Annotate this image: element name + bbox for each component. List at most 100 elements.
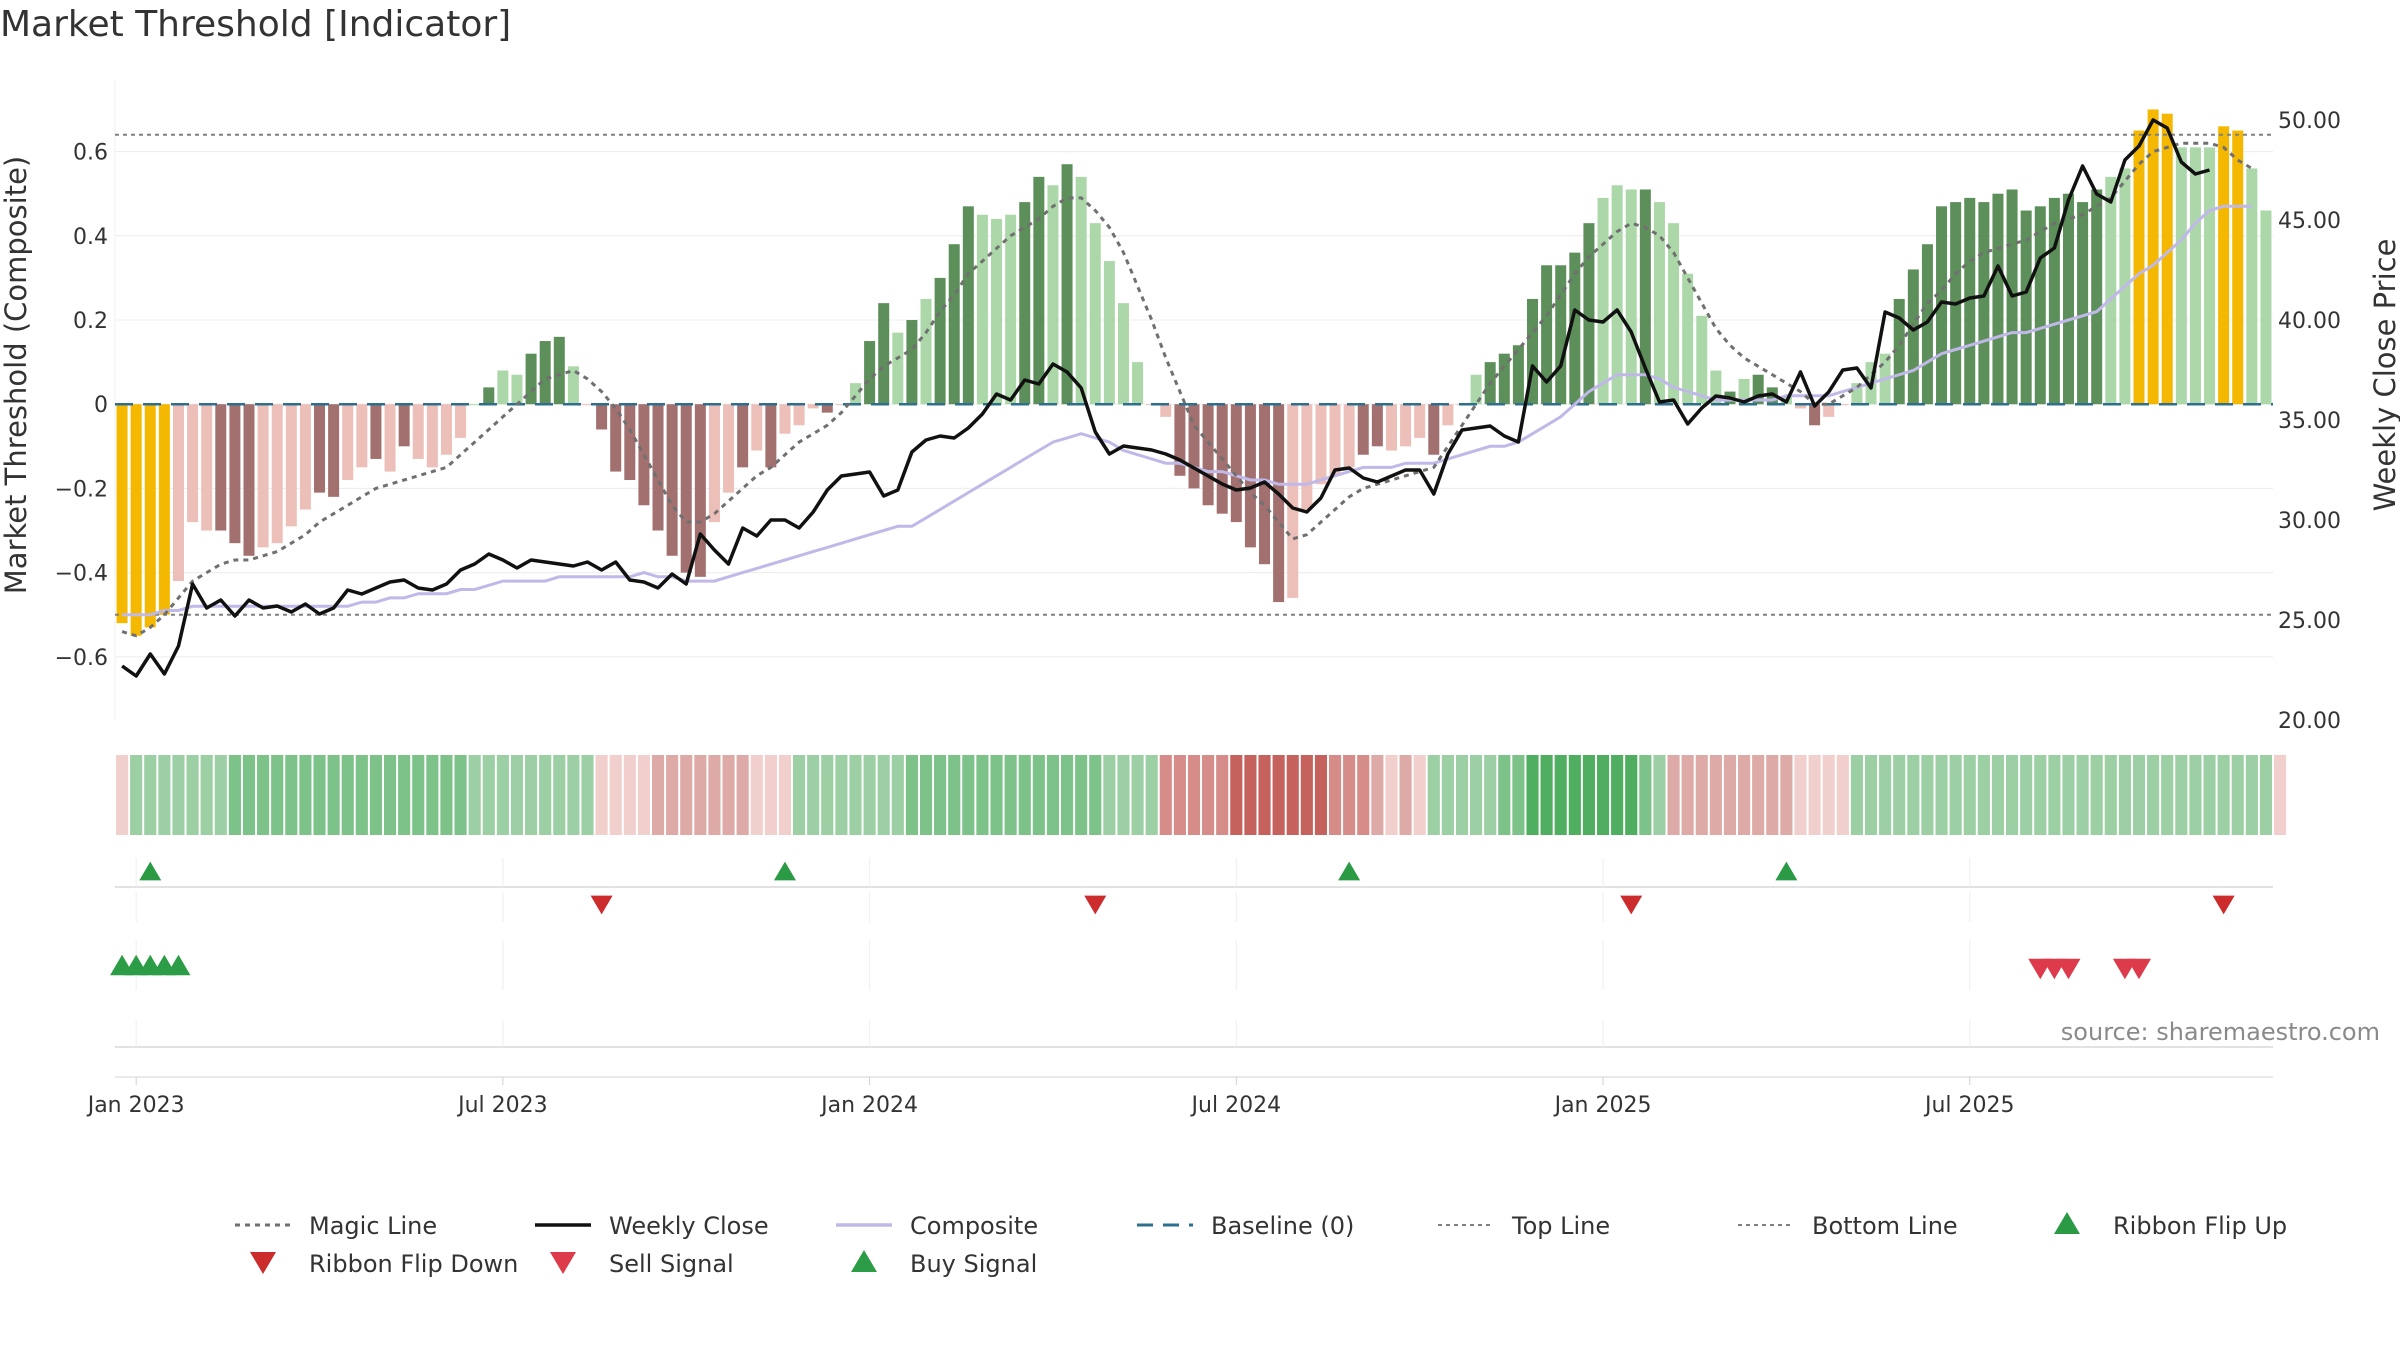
ribbon-cell (1173, 755, 1186, 835)
y-tick-left: −0.4 (55, 562, 108, 587)
composite-bar (1442, 404, 1454, 426)
composite-bar (1837, 404, 1849, 406)
composite-bar (314, 404, 326, 493)
y-tick-left: 0 (94, 393, 108, 418)
composite-bar (144, 404, 156, 628)
magic-line (121, 141, 2253, 638)
composite-bar (567, 366, 579, 405)
legend-label: Baseline (0) (1211, 1212, 1354, 1240)
composite-bar (666, 404, 678, 556)
ribbon-cell (1286, 755, 1299, 835)
ribbon-cell (1117, 755, 1130, 835)
ribbon-cell (1780, 755, 1793, 835)
composite-bar (342, 404, 354, 480)
ribbon-cell (807, 755, 820, 835)
ribbon-cell (694, 755, 707, 835)
ribbon-cell (1822, 755, 1835, 835)
composite-bar (779, 404, 791, 434)
ribbon-cell (1935, 755, 1948, 835)
composite-bar (920, 298, 932, 405)
ribbon-cell (1977, 755, 1990, 835)
ribbon-cell (1343, 755, 1356, 835)
ribbon-cell (1723, 755, 1737, 835)
composite-bar (1738, 378, 1750, 405)
ribbon-cell (750, 755, 763, 835)
composite-bar (2218, 126, 2230, 405)
composite-bar (1625, 189, 1637, 405)
ribbon-cell (976, 755, 989, 835)
x-tick-label: Jul 2025 (1923, 1093, 2015, 1118)
ribbon-cell (271, 755, 284, 835)
ribbon-cell (1850, 755, 1863, 835)
composite-bar (948, 244, 960, 405)
composite-bar (1061, 164, 1073, 405)
ribbon-cell (1230, 755, 1243, 835)
composite-bar (1132, 362, 1144, 405)
composite-bar (835, 404, 847, 406)
ribbon-cell (2217, 755, 2230, 835)
composite-bar (215, 404, 227, 531)
composite-bar (1936, 206, 1948, 405)
y-tick-right: 35.00 (2278, 409, 2341, 434)
composite-bar (384, 404, 396, 472)
ribbon-cell (1893, 755, 1906, 835)
sell-signal-marker (2056, 958, 2081, 980)
ribbon-cell (1300, 755, 1313, 835)
composite-bar (1653, 202, 1665, 405)
ribbon-cell (1314, 755, 1328, 835)
ribbon-flip-up-marker (1338, 861, 1361, 881)
ribbon-cell (2034, 755, 2047, 835)
ribbon-flip-up-marker (773, 861, 796, 881)
composite-bar (1809, 404, 1821, 426)
composite-bar (1823, 404, 1835, 417)
composite-bar (1512, 345, 1524, 405)
composite-bar (229, 404, 241, 544)
y-tick-right: 30.00 (2278, 509, 2341, 534)
ribbon-cell (482, 755, 495, 835)
ribbon-cell (1131, 755, 1144, 835)
y-tick-left: 0.6 (73, 141, 108, 166)
ribbon-cell (144, 755, 157, 835)
ribbon-cell (962, 755, 975, 835)
composite-bar (1498, 353, 1510, 405)
ribbon-cell (821, 755, 834, 835)
composite-bar (1315, 404, 1327, 485)
x-tick-label: Jan 2024 (819, 1093, 918, 1118)
ribbon-cell (1864, 755, 1878, 835)
ribbon-flip-up-marker (139, 861, 162, 881)
composite-bar (1978, 202, 1990, 405)
composite-bar (1964, 197, 1976, 405)
x-tick-label: Jul 2023 (456, 1093, 548, 1118)
ribbon-cell (228, 755, 241, 835)
composite-bar (2034, 206, 2046, 405)
composite-bar (751, 404, 763, 451)
composite-bar (1527, 298, 1539, 405)
ribbon-cell (2006, 755, 2019, 835)
ribbon-cell (1032, 755, 1045, 835)
ribbon-cell (299, 755, 312, 835)
y-tick-left: 0.4 (73, 225, 108, 250)
composite-bar (370, 404, 382, 459)
composite-bar (694, 404, 706, 577)
composite-bar (1047, 185, 1059, 405)
ribbon-cell (1512, 755, 1525, 835)
ribbon-cell (130, 755, 143, 835)
ribbon-cell (2259, 755, 2273, 835)
ribbon-cell (1470, 755, 1483, 835)
ribbon-cell (1582, 755, 1595, 835)
ribbon-flip-up-marker (1775, 861, 1798, 881)
composite-bar (553, 336, 565, 405)
composite-bar (539, 341, 551, 405)
composite-bar (1117, 303, 1129, 405)
weekly-close-line (121, 118, 2210, 678)
composite-bar (426, 404, 438, 468)
composite-bar (1230, 404, 1242, 523)
ribbon-cell (623, 755, 636, 835)
ribbon-cell (426, 755, 439, 835)
legend-label: Ribbon Flip Up (2113, 1212, 2287, 1240)
composite-bar (398, 404, 410, 447)
legend-label: Top Line (1511, 1212, 1610, 1240)
ribbon-cell (383, 755, 397, 835)
ribbon-cell (778, 755, 792, 835)
